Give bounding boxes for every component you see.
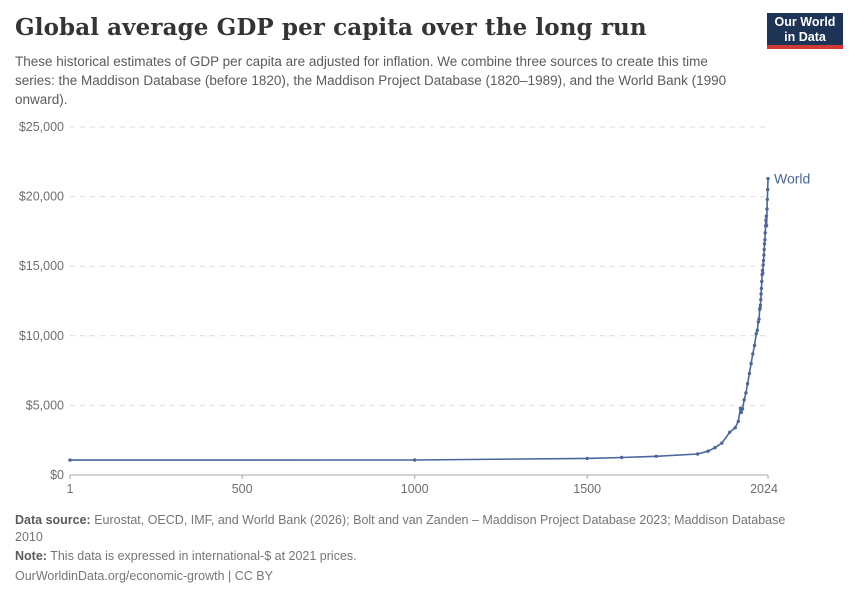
- data-point-marker[interactable]: [739, 410, 744, 415]
- world-gdp-line[interactable]: [69, 177, 769, 461]
- y-axis-label: $10,000: [19, 329, 64, 343]
- data-point-marker[interactable]: [752, 343, 757, 348]
- data-point-marker[interactable]: [585, 456, 589, 461]
- data-point-marker[interactable]: [766, 176, 770, 181]
- series-label-world: World: [774, 171, 810, 187]
- data-point-marker[interactable]: [68, 458, 72, 462]
- data-source-label: Data source:: [15, 513, 91, 527]
- data-point-marker[interactable]: [695, 452, 700, 456]
- note-text: This data is expressed in international-…: [46, 549, 357, 563]
- x-axis-label: 1: [67, 482, 74, 496]
- owid-logo-line1: Our World: [774, 15, 836, 29]
- data-point-marker[interactable]: [763, 238, 767, 242]
- data-point-marker[interactable]: [745, 382, 750, 386]
- y-axis-label: $20,000: [19, 190, 64, 204]
- data-point-marker[interactable]: [713, 446, 717, 450]
- data-point-marker[interactable]: [740, 407, 745, 411]
- data-source-text: Eurostat, OECD, IMF, and World Bank (202…: [15, 513, 786, 544]
- owid-logo[interactable]: Our World in Data: [767, 13, 843, 49]
- data-point-marker[interactable]: [754, 332, 758, 336]
- data-point-marker[interactable]: [765, 197, 769, 202]
- data-point-marker[interactable]: [761, 263, 765, 267]
- data-point-marker[interactable]: [755, 328, 759, 332]
- x-axis-label: 500: [232, 482, 253, 496]
- data-point-marker[interactable]: [749, 361, 753, 366]
- data-point-marker[interactable]: [762, 242, 767, 246]
- data-point-marker[interactable]: [757, 317, 761, 321]
- data-point-marker[interactable]: [742, 398, 746, 402]
- data-point-marker[interactable]: [758, 306, 762, 310]
- data-point-marker[interactable]: [720, 441, 724, 445]
- chart-footer: Data source: Eurostat, OECD, IMF, and Wo…: [15, 512, 807, 587]
- note-label: Note:: [15, 549, 47, 563]
- data-point-marker[interactable]: [765, 207, 769, 211]
- data-point-marker[interactable]: [764, 224, 769, 228]
- data-point-marker[interactable]: [747, 371, 752, 376]
- data-point-marker[interactable]: [736, 419, 740, 424]
- data-point-marker[interactable]: [758, 303, 763, 307]
- data-point-marker[interactable]: [761, 258, 766, 263]
- data-point-marker[interactable]: [728, 430, 732, 434]
- data-point-marker[interactable]: [733, 426, 737, 430]
- data-point-marker[interactable]: [764, 218, 768, 222]
- note-line: Note: This data is expressed in internat…: [15, 548, 807, 565]
- data-point-marker[interactable]: [756, 320, 760, 324]
- x-axis-label: 1500: [573, 482, 601, 496]
- x-axis-label: 2024: [750, 482, 778, 496]
- data-point-marker[interactable]: [759, 286, 764, 291]
- y-axis-label: $5,000: [26, 398, 64, 412]
- y-axis-label: $15,000: [19, 259, 64, 273]
- data-point-marker[interactable]: [760, 268, 765, 273]
- data-point-marker[interactable]: [759, 292, 763, 296]
- data-point-marker[interactable]: [751, 352, 755, 356]
- data-point-marker[interactable]: [762, 253, 766, 257]
- data-point-marker[interactable]: [620, 455, 624, 460]
- data-point-marker[interactable]: [763, 231, 767, 235]
- data-point-marker[interactable]: [762, 247, 766, 252]
- citation-link[interactable]: OurWorldinData.org/economic-growth | CC …: [15, 568, 273, 583]
- data-point-marker[interactable]: [706, 449, 710, 453]
- data-point-marker[interactable]: [654, 454, 658, 458]
- data-point-marker[interactable]: [413, 458, 417, 462]
- data-point-marker[interactable]: [760, 279, 764, 284]
- y-axis-label: $0: [50, 468, 64, 482]
- data-point-marker[interactable]: [764, 214, 768, 218]
- data-point-marker[interactable]: [759, 297, 763, 302]
- data-point-marker[interactable]: [766, 187, 770, 192]
- x-axis-label: 1000: [401, 482, 429, 496]
- chart-subtitle: These historical estimates of GDP per ca…: [15, 54, 727, 107]
- owid-logo-line2: in Data: [784, 30, 826, 44]
- page-title: Global average GDP per capita over the l…: [15, 14, 647, 41]
- y-axis-label: $25,000: [19, 120, 64, 134]
- data-point-marker[interactable]: [761, 271, 765, 275]
- data-source-line: Data source: Eurostat, OECD, IMF, and Wo…: [15, 512, 807, 545]
- data-point-marker[interactable]: [744, 391, 748, 395]
